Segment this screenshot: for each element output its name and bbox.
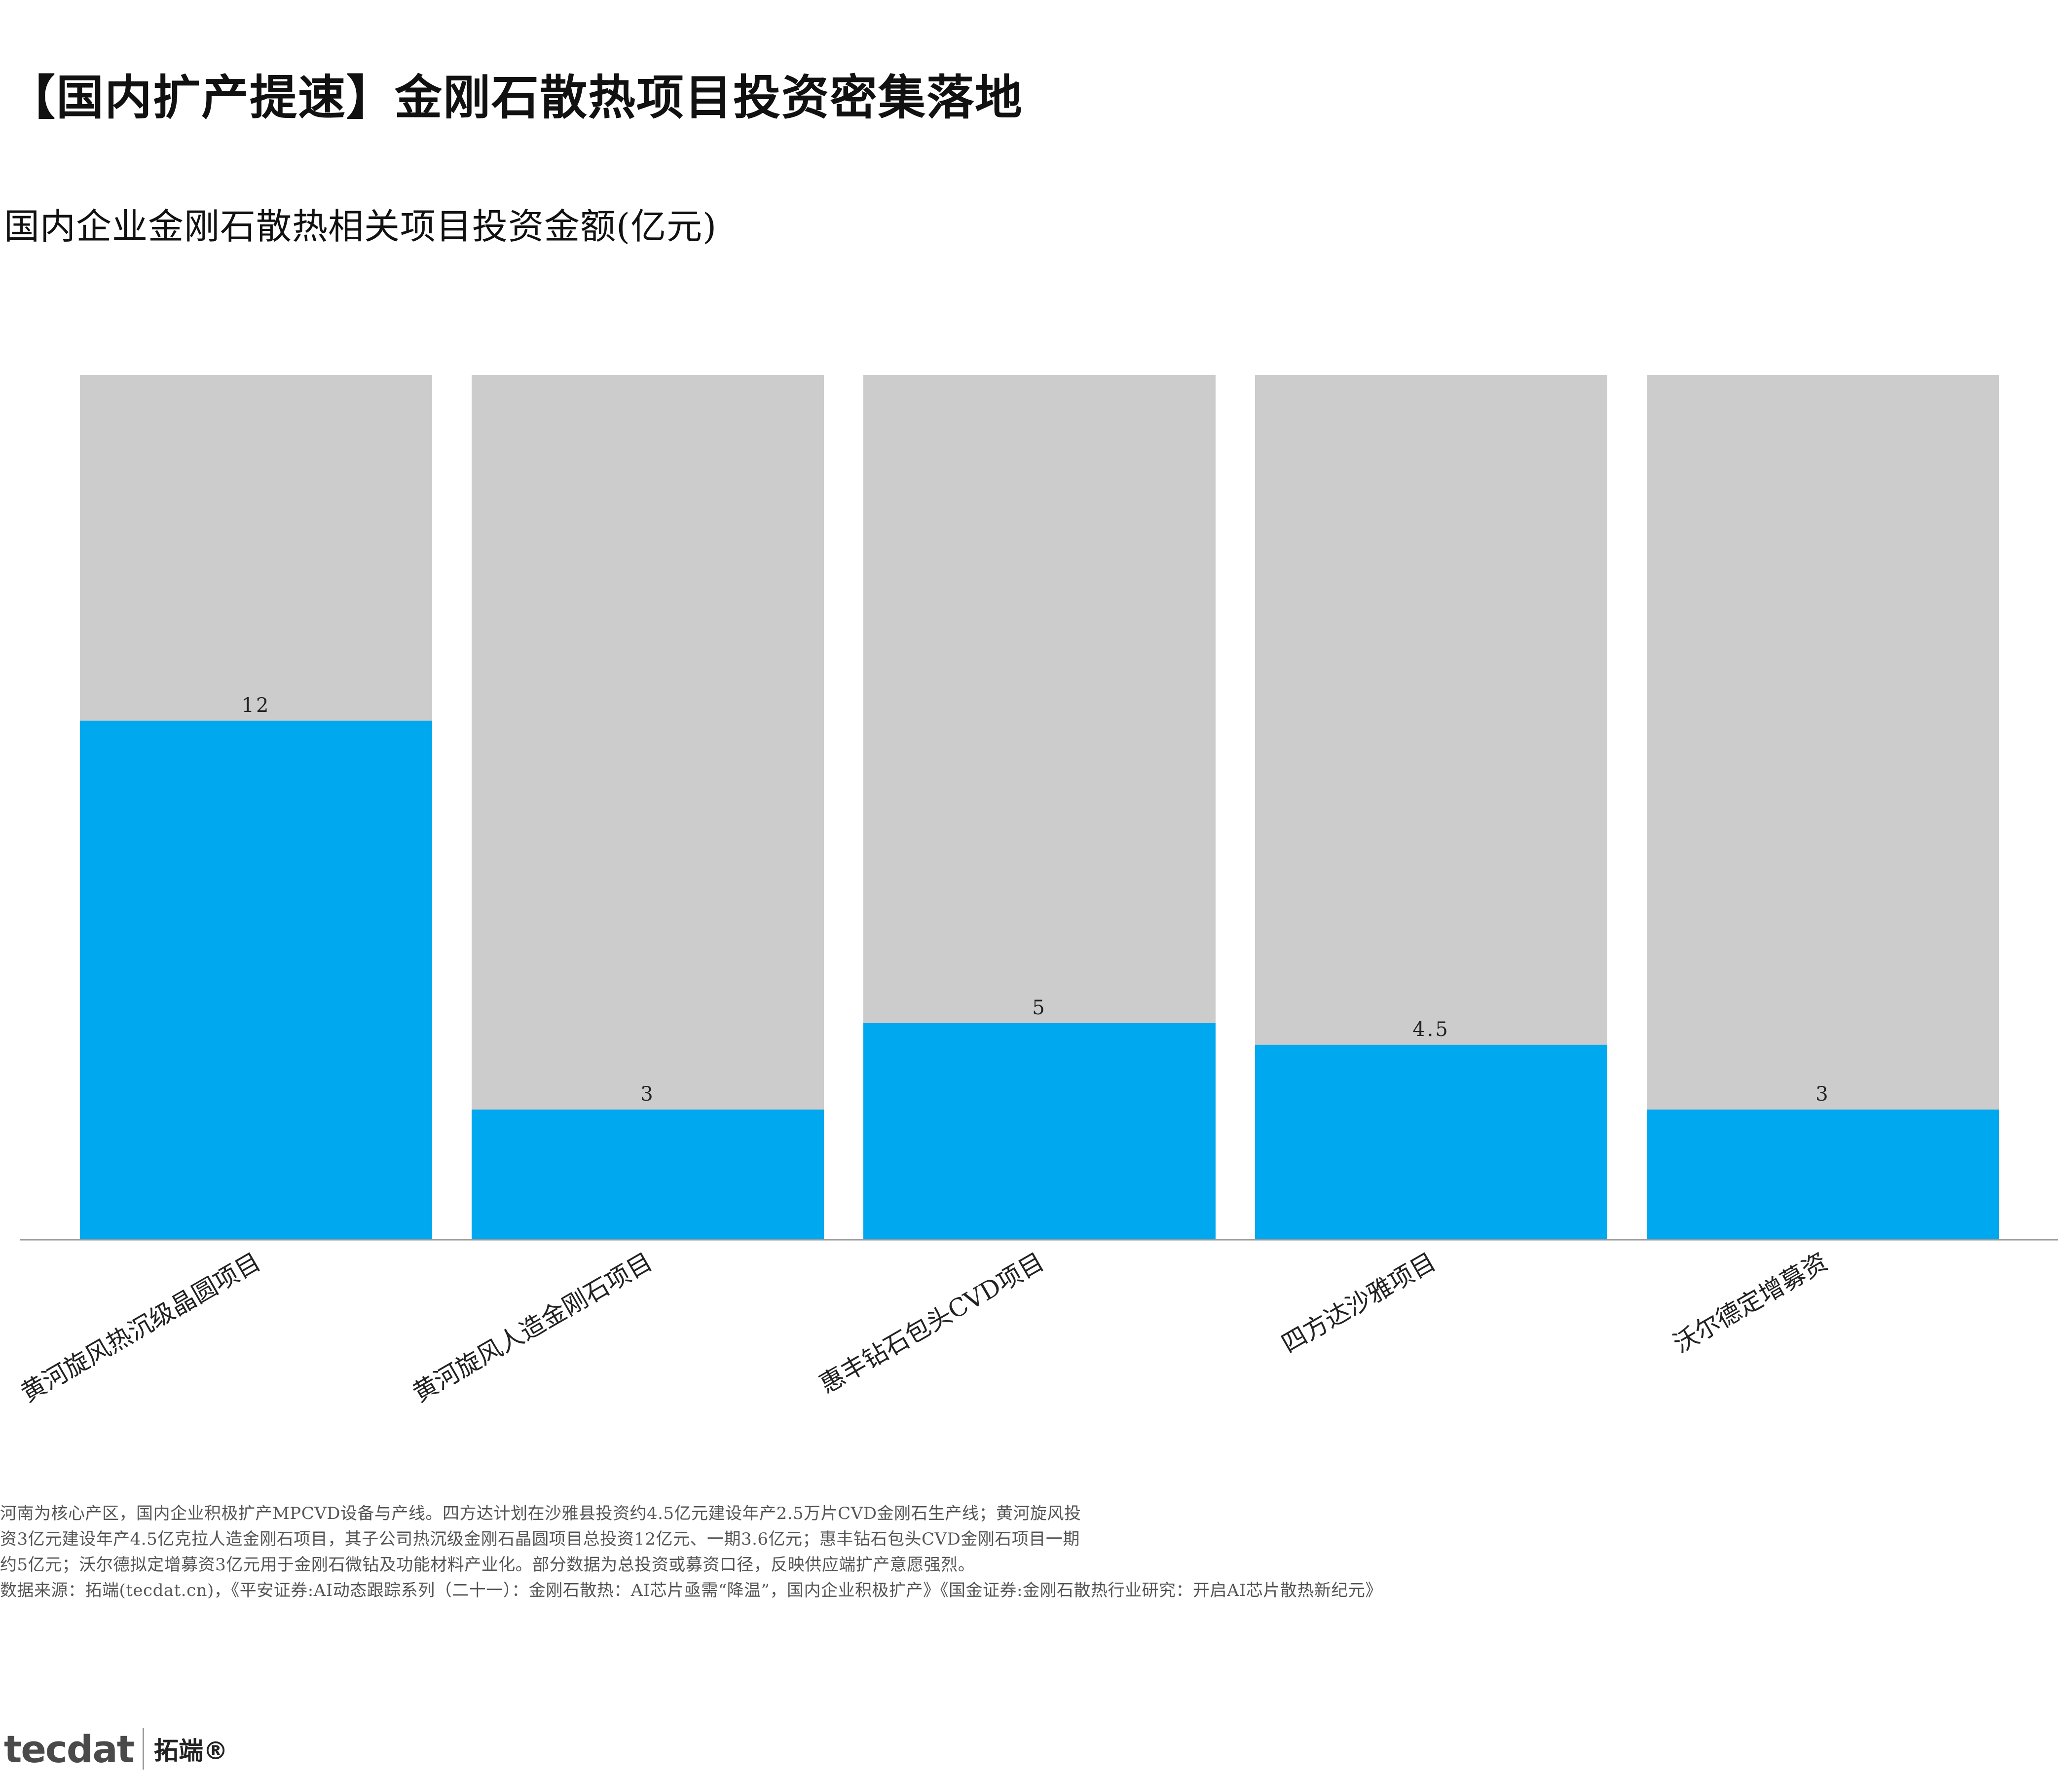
note-line-3: 约5亿元；沃尔德拟定增募资3亿元用于金刚石微钻及功能材料产业化。部分数据为总投资…: [0, 1555, 975, 1575]
note-line-2: 资3亿元建设年产4.5亿克拉人造金刚石项目，其子公司热沉级金刚石晶圆项目总投资1…: [0, 1529, 1080, 1549]
bar-value-label-5: 3: [1815, 1083, 1830, 1106]
tecdat-logo: tecdat 拓端®: [4, 1722, 228, 1776]
bar-value-label-3: 5: [1032, 997, 1046, 1019]
bar-3: [863, 1023, 1216, 1239]
logo-chinese-name: 拓端®: [153, 1737, 228, 1765]
bar-value-label-4: 4.5: [1412, 1018, 1450, 1041]
bar-value-label-2: 3: [640, 1083, 655, 1106]
bar-chart: 12 3 5 4.5 3 黄河旋风热沉级晶圆项目 黄河旋风人造金刚石项目 惠丰钻石包头CVD…: [16, 375, 2058, 1407]
category-label-1: 黄河旋风热沉级晶圆项目: [16, 1247, 265, 1407]
bar-2: [472, 1110, 824, 1239]
note-line-1: 河南为核心产区，国内企业积极扩产MPCVD设备与产线。四方达计划在沙雅县投资约4…: [0, 1504, 1081, 1523]
bar-value-label-1: 12: [242, 694, 271, 717]
bar-5: [1647, 1110, 1999, 1239]
bar-4: [1255, 1044, 1607, 1239]
chart-title: 国内企业金刚石散热相关项目投资金额(亿元): [4, 206, 717, 247]
category-label-3: 惠丰钻石包头CVD项目: [814, 1247, 1049, 1399]
bar-background-2: [472, 375, 824, 1239]
logo-divider: [142, 1728, 144, 1770]
category-label-5: 沃尔德定增募资: [1668, 1247, 1832, 1358]
bar-1: [80, 720, 432, 1239]
bar-background-5: [1647, 375, 1999, 1239]
logo-wordmark: tecdat: [4, 1727, 135, 1771]
source-note: 数据来源：拓端(tecdat.cn)，《平安证券:AI动态跟踪系列（二十一）：金…: [0, 1581, 1382, 1600]
page-headline: 【国内扩产提速】金刚石散热项目投资密集落地: [8, 70, 1023, 125]
category-label-4: 四方达沙雅项目: [1277, 1247, 1441, 1358]
category-label-2: 黄河旋风人造金刚石项目: [408, 1247, 657, 1407]
